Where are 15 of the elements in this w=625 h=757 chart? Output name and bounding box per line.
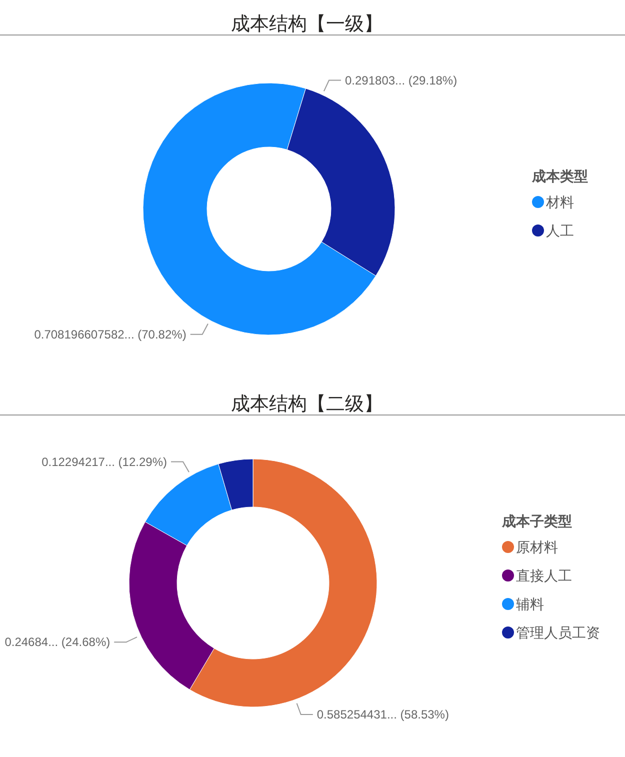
data-label: 0.291803... (29.18%) — [345, 73, 458, 88]
data-label: 0.12294217... (12.29%) — [42, 454, 167, 469]
chart-title: 成本结构【一级】 — [231, 13, 383, 35]
data-label: 0.24684... (24.68%) — [4, 635, 110, 650]
chart-title: 成本结构【二级】 — [231, 393, 383, 415]
data-label: 0.708196607582... (70.82%) — [34, 327, 186, 342]
legend-label: 辅料 — [516, 597, 544, 613]
legend-label: 直接人工 — [516, 568, 572, 584]
legend-title: 成本类型 — [531, 169, 588, 185]
data-label: 0.585254431... (58.53%) — [316, 708, 449, 722]
legend-label: 管理人员工资 — [516, 626, 600, 642]
legend-label: 材料 — [545, 195, 574, 211]
legend-label: 原材料 — [516, 540, 558, 556]
legend-title: 成本子类型 — [501, 514, 572, 530]
legend-label: 人工 — [546, 224, 574, 240]
